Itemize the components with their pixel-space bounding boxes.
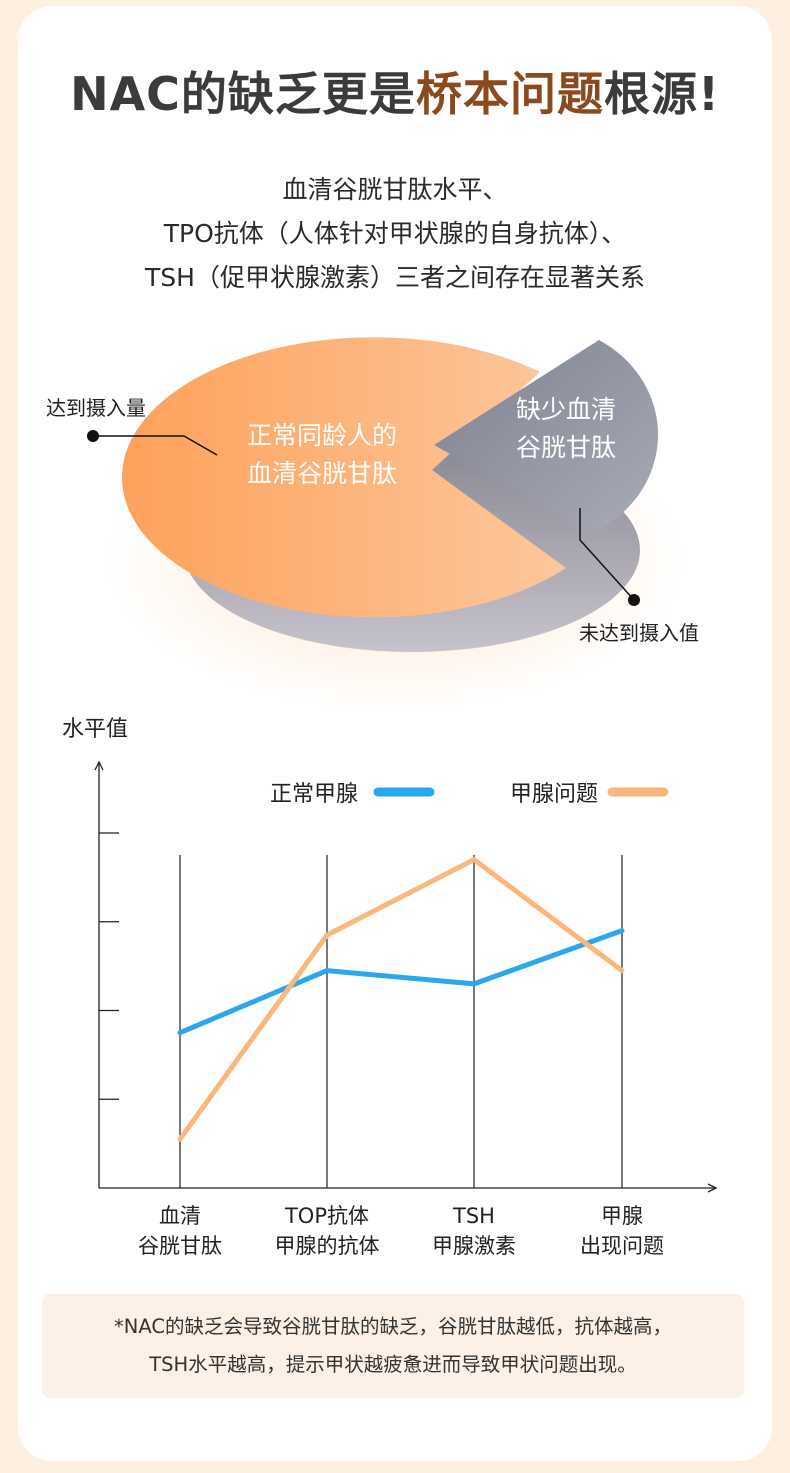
title-part2: 根源! — [603, 67, 720, 121]
pie-illustration: 正常同龄人的 血清谷胱甘肽 缺少血清 谷胱甘肽 达到摄入量 未达到摄入值 — [46, 337, 699, 710]
pie-small-slice — [434, 340, 659, 533]
left-callout-label: 达到摄入量 — [46, 396, 146, 420]
footnote-line1: *NAC的缺乏会导致谷胱甘肽的缺乏，谷胱甘肽越低，抗体越高， — [114, 1315, 672, 1338]
footnote: *NAC的缺乏会导致谷胱甘肽的缺乏，谷胱甘肽越低，抗体越高， TSH水平越高，提… — [42, 1294, 744, 1398]
right-callout-line — [579, 508, 635, 601]
subtitle: 血清谷胱甘肽水平、 TPO抗体（人体针对甲状腺的自身抗体）、 TSH（促甲状腺激… — [0, 168, 790, 300]
pie-big-label-2: 血清谷胱甘肽 — [247, 459, 397, 488]
pie-small-label-1: 缺少血清 — [516, 395, 616, 424]
right-callout-dot — [628, 594, 640, 606]
footnote-line2: TSH水平越高，提示甲状越疲惫进而导致甲状问题出现。 — [149, 1353, 637, 1376]
subtitle-line1: 血清谷胱甘肽水平、 — [282, 175, 508, 204]
pie-small-label-2: 谷胱甘肽 — [516, 433, 616, 462]
pie-big-slice — [121, 337, 566, 618]
right-callout-label: 未达到摄入值 — [579, 621, 699, 645]
pie-big-label-1: 正常同龄人的 — [247, 421, 397, 450]
page-title: NAC的缺乏更是桥本问题根源! — [0, 58, 790, 124]
title-highlight: 桥本问题 — [415, 67, 604, 121]
subtitle-line2: TPO抗体（人体针对甲状腺的自身抗体）、 — [163, 219, 627, 248]
content-card — [18, 6, 772, 1461]
left-callout-line — [93, 435, 218, 456]
title-part1: NAC的缺乏更是 — [70, 67, 416, 121]
subtitle-line3: TSH（促甲状腺激素）三者之间存在显著关系 — [145, 263, 645, 292]
